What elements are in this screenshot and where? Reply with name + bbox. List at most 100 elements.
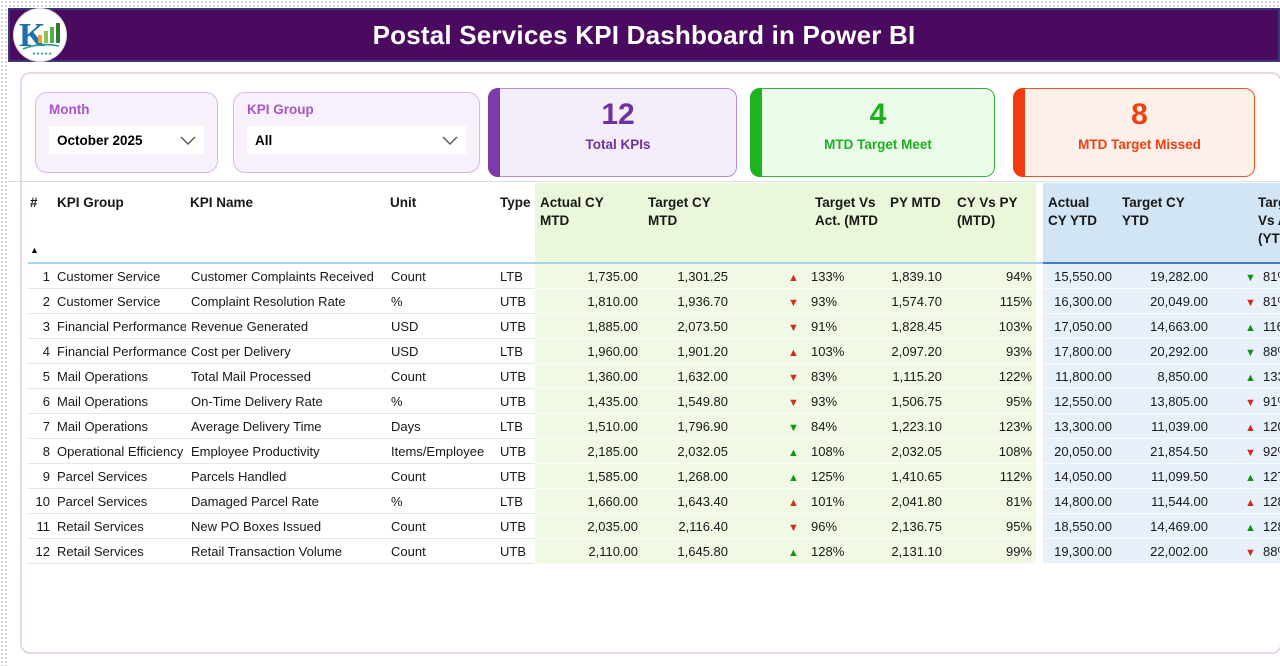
triangle-up-icon: ▲ [788,546,799,559]
canvas-left-edge [0,0,7,666]
table-row[interactable]: 2 Customer Service Complaint Resolution Ra… [28,289,1280,314]
table-row[interactable]: 6 Mail Operations On-Time Delivery Rate% UT… [28,389,1280,414]
cell-type: UTB [494,364,535,389]
cell-actual-cy-mtd: 2,035.00 [535,514,642,539]
table-row[interactable]: 1 Customer Service Customer Complaints Rec… [28,264,1280,289]
table-row[interactable]: 3 Financial Performance Revenue Generated U… [28,314,1280,339]
cell-kpi-group: Mail Operations [52,364,186,389]
table-row[interactable]: 5 Mail Operations Total Mail Processed Coun… [28,364,1280,389]
percent-value: 116% [1263,318,1280,334]
cell-actual-cy-ytd: 13,300.00 [1043,414,1116,439]
col-header-actual-cy-ytd[interactable]: Actual CY YTD [1043,183,1116,264]
cell-kpi-name: Retail Transaction Volume [186,539,386,564]
cell-target-vs-act-ytd: ▼ 81% [1216,289,1280,314]
cell-actual-cy-ytd: 17,800.00 [1043,339,1116,364]
percent-value: 120% [1263,418,1280,434]
col-header-unit[interactable]: Unit [386,183,494,264]
table-row[interactable]: 11 Retail Services New PO Boxes Issued Coun… [28,514,1280,539]
table-row[interactable]: 4 Financial Performance Cost per Delivery U… [28,339,1280,364]
col-header-target-vs-act-ytd[interactable]: Target Vs Act. (YTD) [1216,183,1280,264]
cell-target-cy-mtd: 2,073.50 [642,314,732,339]
cell-unit: Days [386,414,494,439]
col-header-kpi-name[interactable]: KPI Name [186,183,386,264]
cell-index: 11 [28,514,52,539]
cell-actual-cy-mtd: 1,885.00 [535,314,642,339]
table-row[interactable]: 9 Parcel Services Parcels Handled Count UTB 1… [28,464,1280,489]
sort-ascending-icon[interactable]: ▲ [30,245,39,256]
chevron-down-icon[interactable] [442,136,458,145]
kpi-group-dropdown[interactable]: All [247,126,466,154]
cell-unit: Items/Employee [386,439,494,464]
cell-target-cy-ytd: 13,805.00 [1116,389,1216,414]
cell-actual-cy-mtd: 1,435.00 [535,389,642,414]
cell-target-cy-ytd: 11,099.50 [1116,464,1216,489]
cell-target-cy-ytd: 11,544.00 [1116,489,1216,514]
table-top-border [8,181,1280,182]
column-gap [1036,289,1043,314]
month-dropdown-value: October 2025 [57,132,143,148]
col-header-actual-cy-mtd[interactable]: Actual CY MTD [535,183,642,264]
cell-actual-cy-mtd: 2,110.00 [535,539,642,564]
percent-value: 128% [1263,518,1280,534]
table-row[interactable]: 7 Mail Operations Average Delivery Time Day… [28,414,1280,439]
table-row[interactable]: 10 Parcel Services Damaged Parcel Rate% LTB… [28,489,1280,514]
cell-target-cy-mtd: 1,796.90 [642,414,732,439]
table-row[interactable]: 12 Retail Services Retail Transaction Volu… [28,539,1280,564]
cell-target-cy-mtd: 2,032.05 [642,439,732,464]
triangle-down-icon: ▼ [1245,396,1256,409]
cell-target-vs-act-ytd: ▼ 91% [1216,389,1280,414]
month-dropdown[interactable]: October 2025 [49,126,204,154]
cell-unit: Count [386,364,494,389]
cell-cy-vs-py-mtd: 103% [946,314,1036,339]
column-gap [1036,314,1043,339]
cell-kpi-name: On-Time Delivery Rate [186,389,386,414]
cell-target-cy-ytd: 21,854.50 [1116,439,1216,464]
page-title: Postal Services KPI Dashboard in Power B… [372,20,916,50]
cell-type: UTB [494,314,535,339]
cell-index: 8 [28,439,52,464]
cell-kpi-name: Parcels Handled [186,464,386,489]
percent-value: 92% [1263,443,1280,459]
col-header-type[interactable]: Type [494,183,535,264]
triangle-down-icon: ▼ [1245,346,1256,359]
percent-value: 133% [811,268,845,284]
cell-cy-vs-py-mtd: 123% [946,414,1036,439]
cell-type: LTB [494,414,535,439]
cell-kpi-group: Parcel Services [52,489,186,514]
cell-cy-vs-py-mtd: 81% [946,489,1036,514]
percent-value: 108% [811,443,845,459]
percent-value: 88% [1263,543,1280,559]
cell-target-cy-mtd: 2,116.40 [642,514,732,539]
kpi-group-filter-card: KPI Group All [233,92,480,173]
cell-actual-cy-mtd: 1,510.00 [535,414,642,439]
chevron-down-icon[interactable] [180,136,196,145]
cell-unit: % [386,389,494,414]
cell-unit: USD [386,339,494,364]
cell-target-cy-mtd: 1,901.20 [642,339,732,364]
triangle-down-icon: ▼ [788,396,799,409]
cell-actual-cy-mtd: 1,585.00 [535,464,642,489]
kpi-table-body: 1 Customer Service Customer Complaints Rec… [28,264,1280,564]
col-header-target-vs-act-mtd[interactable]: Target Vs Act. (MTD) [732,183,883,264]
col-header-cy-vs-py-mtd[interactable]: CY Vs PY (MTD) [946,183,1036,264]
cell-actual-cy-mtd: 2,185.00 [535,439,642,464]
cell-index: 9 [28,464,52,489]
col-header-target-cy-ytd[interactable]: Target CY YTD [1116,183,1216,264]
col-header-py-mtd[interactable]: PY MTD [878,183,946,264]
cell-target-vs-act-mtd: ▲ 128% [732,539,878,564]
cell-cy-vs-py-mtd: 108% [946,439,1036,464]
col-header-kpi-group[interactable]: KPI Group [52,183,186,264]
col-header-target-cy-mtd[interactable]: Target CY MTD [642,183,732,264]
cell-kpi-group: Customer Service [52,289,186,314]
cell-target-cy-ytd: 20,049.00 [1116,289,1216,314]
table-row[interactable]: 8 Operational Efficiency Employee Producti… [28,439,1280,464]
cell-kpi-name: Total Mail Processed [186,364,386,389]
cell-type: UTB [494,289,535,314]
col-header-index[interactable]: # ▲ [28,183,52,264]
cell-unit: % [386,489,494,514]
mtd-target-missed-label: MTD Target Missed [1078,137,1201,152]
triangle-up-icon: ▲ [788,346,799,359]
mtd-target-meet-value: 4 [869,98,887,131]
cell-kpi-name: New PO Boxes Issued [186,514,386,539]
cell-actual-cy-mtd: 1,810.00 [535,289,642,314]
